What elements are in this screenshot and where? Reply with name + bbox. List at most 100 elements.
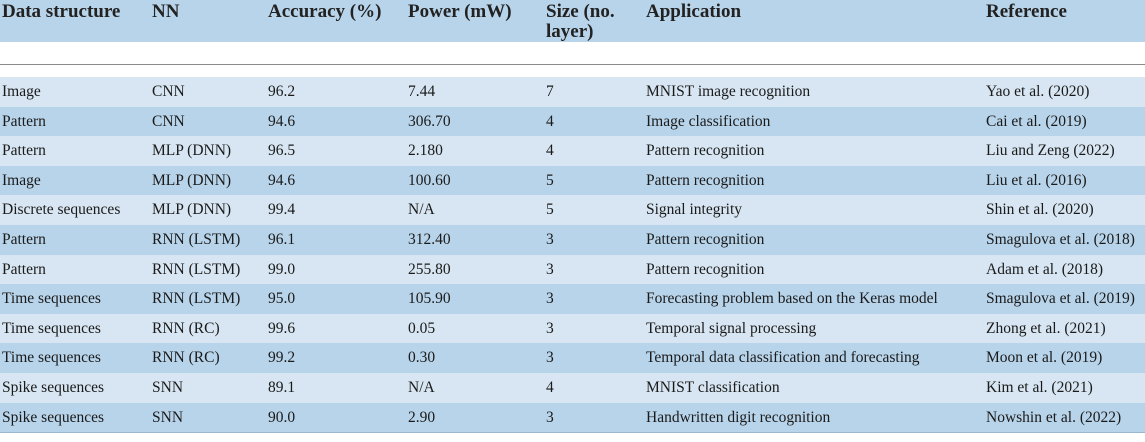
cell-application: Temporal data classification and forecas… [646, 349, 920, 367]
cell-application: Signal integrity [646, 201, 743, 219]
table-row: Image CNN 96.2 7.44 7 MNIST image recognition… [0, 77, 1145, 107]
cell-nn: CNN [152, 83, 185, 100]
cell-accuracy: 89.1 [268, 378, 296, 396]
cell-application: Image classification [646, 112, 771, 130]
cell-application: Forecasting problem based on the Keras m… [646, 290, 938, 308]
table-row: Time sequences RNN (RC) 99.2 0.30 3 Temporal … [0, 343, 1145, 373]
header-spacer [0, 42, 1145, 64]
cell-power: 2.90 [408, 408, 436, 426]
table-row: Pattern CNN 94.6 306.70 4 Image classificatio… [0, 106, 1145, 137]
cell-power: 0.30 [408, 349, 436, 367]
cell-reference: Zhong et al. (2021) [986, 319, 1106, 337]
body-gap [0, 65, 1145, 77]
cell-reference: Moon et al. (2019) [986, 349, 1103, 367]
cell-reference: Kim et al. (2021) [986, 378, 1093, 396]
cell-power: 2.180 [408, 142, 443, 160]
cell-reference: Liu and Zeng (2022) [986, 142, 1115, 160]
table-row: Image MLP (DNN) 94.6 100.60 5 Pattern recogni… [0, 165, 1145, 196]
header-power: Power (mW) [408, 1, 512, 22]
cell-application: MNIST classification [646, 378, 780, 396]
cell-accuracy: 96.2 [268, 83, 296, 100]
cell-size: 7 [546, 83, 554, 100]
cell-reference: Smagulova et al. (2019) [986, 290, 1135, 308]
cell-nn: RNN (RC) [152, 319, 220, 337]
table-row: Pattern RNN (LSTM) 99.0 255.80 3 Pattern reco… [0, 254, 1145, 285]
cell-nn: RNN (RC) [152, 349, 220, 367]
bottom-rule [0, 432, 1145, 434]
cell-data-structure: Pattern [2, 112, 46, 130]
cell-size: 3 [546, 408, 554, 426]
cell-power: 100.60 [408, 171, 451, 189]
cell-reference: Cai et al. (2019) [986, 112, 1087, 130]
header-size: Size (no. layer) [546, 1, 615, 42]
table-row: Pattern MLP (DNN) 96.5 2.180 4 Pattern recogn… [0, 136, 1145, 166]
cell-data-structure: Time sequences [2, 319, 101, 337]
cell-size: 3 [546, 319, 554, 337]
cell-application: MNIST image recognition [646, 83, 811, 100]
table-row: Time sequences RNN (RC) 99.6 0.05 3 Temporal … [0, 313, 1145, 344]
cell-data-structure: Pattern [2, 142, 46, 160]
table-header: Data structure NN Accuracy (%) Power (mW… [0, 0, 1145, 42]
table-row: Pattern RNN (LSTM) 96.1 312.40 3 Pattern reco… [0, 224, 1145, 255]
cell-accuracy: 99.0 [268, 260, 296, 278]
table-row: Time sequences RNN (LSTM) 95.0 105.90 3 Forec… [0, 284, 1145, 314]
cell-accuracy: 99.4 [268, 201, 296, 219]
cell-power: 312.40 [408, 230, 451, 248]
header-nn: NN [152, 1, 180, 22]
cell-reference: Liu et al. (2016) [986, 171, 1087, 189]
cell-application: Pattern recognition [646, 260, 765, 278]
cell-nn: MLP (DNN) [152, 201, 232, 219]
cell-application: Pattern recognition [646, 230, 765, 248]
cell-data-structure: Time sequences [2, 349, 101, 367]
cell-nn: RNN (LSTM) [152, 230, 241, 248]
cell-nn: RNN (LSTM) [152, 260, 241, 278]
cell-power: 0.05 [408, 319, 436, 337]
table-body: Image CNN 96.2 7.44 7 MNIST image recognition… [0, 77, 1145, 433]
header-rule [0, 64, 1145, 65]
table-row: Spike sequences SNN 90.0 2.90 3 Handwritten d… [0, 402, 1145, 433]
cell-accuracy: 94.6 [268, 112, 296, 130]
cell-nn: CNN [152, 112, 185, 130]
cell-size: 4 [546, 378, 554, 396]
cell-size: 3 [546, 349, 554, 367]
cell-size: 5 [546, 171, 554, 189]
header-accuracy: Accuracy (%) [268, 1, 382, 22]
cell-accuracy: 96.1 [268, 230, 296, 248]
cell-data-structure: Spike sequences [2, 408, 105, 426]
cell-reference: Shin et al. (2020) [986, 201, 1094, 219]
cell-data-structure: Time sequences [2, 290, 101, 308]
cell-nn: SNN [152, 408, 184, 426]
cell-nn: MLP (DNN) [152, 142, 232, 160]
cell-reference: Adam et al. (2018) [986, 260, 1104, 278]
cell-accuracy: 94.6 [268, 171, 296, 189]
cell-data-structure: Discrete sequences [2, 201, 121, 219]
cell-accuracy: 99.6 [268, 319, 296, 337]
cell-data-structure: Image [2, 171, 41, 189]
cell-accuracy: 99.2 [268, 349, 296, 367]
cell-data-structure: Pattern [2, 230, 46, 248]
cell-accuracy: 95.0 [268, 290, 296, 308]
cell-application: Handwritten digit recognition [646, 408, 831, 426]
cell-power: 255.80 [408, 260, 451, 278]
cell-power: N/A [408, 378, 435, 396]
cell-size: 3 [546, 260, 554, 278]
header-data-structure: Data structure [2, 1, 121, 22]
table-row: Discrete sequences MLP (DNN) 99.4 N/A 5 Signa… [0, 195, 1145, 225]
header-application: Application [646, 1, 742, 22]
header-reference: Reference [986, 1, 1067, 22]
cell-power: 7.44 [408, 83, 436, 100]
table-row: Spike sequences SNN 89.1 N/A 4 MNIST classifi… [0, 372, 1145, 403]
cell-size: 3 [546, 230, 554, 248]
cell-application: Pattern recognition [646, 142, 765, 160]
cell-size: 4 [546, 142, 554, 160]
cell-application: Pattern recognition [646, 171, 765, 189]
cell-accuracy: 90.0 [268, 408, 296, 426]
cell-data-structure: Spike sequences [2, 378, 105, 396]
cell-power: 105.90 [408, 290, 451, 308]
cell-data-structure: Image [2, 83, 41, 100]
cell-application: Temporal signal processing [646, 319, 817, 337]
cell-accuracy: 96.5 [268, 142, 296, 160]
cell-power: N/A [408, 201, 435, 219]
cell-reference: Nowshin et al. (2022) [986, 408, 1122, 426]
